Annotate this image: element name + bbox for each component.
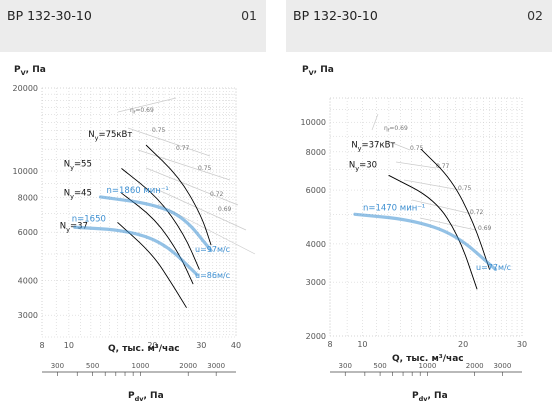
x-tick-label: 30 xyxy=(517,340,527,349)
efficiency-line xyxy=(117,97,177,113)
efficiency-line xyxy=(145,167,239,206)
series-label: Nу=45 xyxy=(64,188,92,200)
y-tick-label: 10000 xyxy=(301,118,326,127)
power-curve xyxy=(388,174,478,290)
x2-tick-label: 2000 xyxy=(179,362,197,370)
velocity-label: u=77м/с xyxy=(476,263,511,272)
efficiency-label: 0.75 xyxy=(458,185,472,192)
efficiency-line xyxy=(127,127,211,157)
efficiency-label: 0.77 xyxy=(176,145,190,152)
x2-tick-label: 500 xyxy=(373,362,386,370)
efficiency-line xyxy=(153,187,247,231)
power-curve xyxy=(145,144,212,246)
efficiency-label: 0.72 xyxy=(210,191,224,198)
x2-axis-label: Pdv, Па xyxy=(412,391,448,403)
y-axis-label: PV, Па xyxy=(302,65,334,77)
speed-curve xyxy=(353,212,498,272)
series-label: n=1860 мин⁻¹ xyxy=(107,186,169,196)
velocity-label: u=86м/с xyxy=(195,271,230,280)
y-axis-label: PV, Па xyxy=(14,65,46,77)
efficiency-label: ηf=0.69 xyxy=(130,107,154,116)
efficiency-line xyxy=(395,161,437,169)
panel-header: ВР 132-30-10 01 xyxy=(0,0,266,52)
power-curve xyxy=(420,148,491,270)
panel-title: ВР 132-30-10 xyxy=(293,8,378,23)
efficiency-label: 0.75 xyxy=(198,165,212,172)
x2-tick-label: 1000 xyxy=(131,362,149,370)
y-tick-label: 6000 xyxy=(18,228,38,237)
efficiency-label: 0.72 xyxy=(470,209,484,216)
x2-tick-label: 3000 xyxy=(207,362,225,370)
efficiency-label: 0.69 xyxy=(478,225,492,232)
y-tick-label: 3000 xyxy=(18,311,38,320)
x-axis-label: Q, тыс. м³/час xyxy=(108,344,180,354)
plot-area xyxy=(329,97,523,337)
x-tick-label: 8 xyxy=(327,340,332,349)
x2-tick-label: 1000 xyxy=(418,362,436,370)
panel-number: 01 xyxy=(241,8,257,23)
efficiency-label: 0.69 xyxy=(218,206,232,213)
x-axis-label: Q, тыс. м³/час xyxy=(392,354,464,364)
x2-tick-label: 300 xyxy=(339,362,352,370)
speed-curve xyxy=(98,195,213,253)
x-tick-label: 30 xyxy=(196,341,206,350)
y-tick-label: 4000 xyxy=(18,277,38,286)
y-tick-label: 8000 xyxy=(306,148,326,157)
velocity-label: u=97м/с xyxy=(195,245,230,254)
x-tick-label: 40 xyxy=(231,341,241,350)
efficiency-line xyxy=(371,113,379,131)
series-label: n=1650 xyxy=(72,214,106,224)
efficiency-label: 0.75 xyxy=(410,145,424,152)
y-tick-label: 10000 xyxy=(13,167,38,176)
efficiency-line xyxy=(403,179,461,191)
x-tick-label: 8 xyxy=(39,341,44,350)
panel-number: 02 xyxy=(527,8,543,23)
panel-title: ВР 132-30-10 xyxy=(7,8,92,23)
x2-tick-label: 300 xyxy=(51,362,64,370)
efficiency-line xyxy=(137,149,231,181)
y-tick-label: 2000 xyxy=(306,332,326,341)
efficiency-label: 0.75 xyxy=(152,127,166,134)
x2-axis-label: Pdv, Па xyxy=(128,391,164,403)
y-tick-label: 6000 xyxy=(306,186,326,195)
panel-header: ВР 132-30-10 02 xyxy=(286,0,552,52)
plot-area xyxy=(41,87,237,338)
x-tick-label: 20 xyxy=(147,341,157,350)
x2-tick-label: 500 xyxy=(86,362,99,370)
x-tick-label: 10 xyxy=(64,341,74,350)
y-tick-label: 20000 xyxy=(13,84,38,93)
efficiency-label: ηf=0.69 xyxy=(384,125,408,134)
y-tick-label: 4000 xyxy=(306,240,326,249)
x2-tick-label: 2000 xyxy=(466,362,484,370)
efficiency-label: 0.77 xyxy=(436,163,450,170)
y-tick-label: 3000 xyxy=(306,278,326,287)
y-tick-label: 8000 xyxy=(18,194,38,203)
series-label: Nу=55 xyxy=(64,160,92,172)
series-label: n=1470 мин⁻¹ xyxy=(363,203,425,213)
efficiency-line xyxy=(384,139,411,151)
series-label: Nу=37кВт xyxy=(351,140,395,152)
x-tick-label: 10 xyxy=(357,340,367,349)
x-tick-label: 20 xyxy=(458,340,468,349)
series-label: Nу=75кВт xyxy=(88,130,132,142)
speed-curve xyxy=(73,225,199,277)
power-curve xyxy=(121,168,200,270)
efficiency-line xyxy=(411,199,473,215)
series-label: Nу=30 xyxy=(349,160,377,172)
efficiency-line xyxy=(419,217,477,231)
x2-tick-label: 3000 xyxy=(493,362,511,370)
